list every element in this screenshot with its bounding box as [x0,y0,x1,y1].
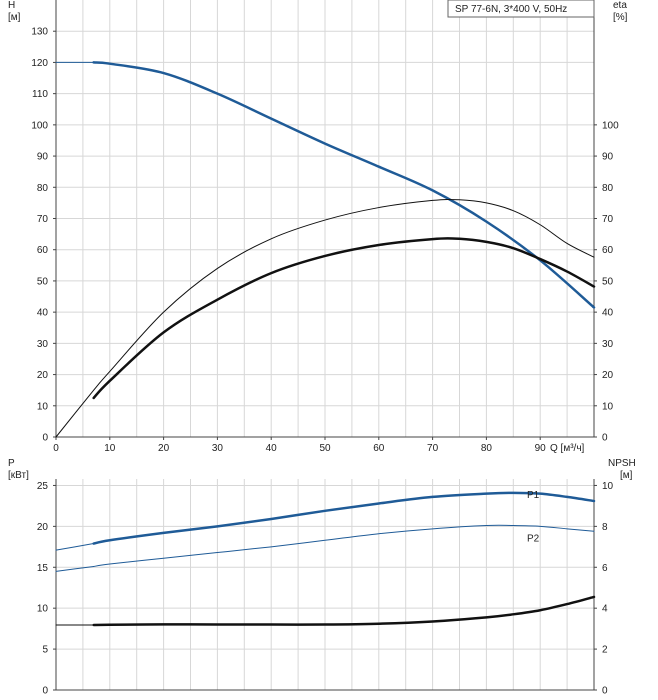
y-tick-label-head: 110 [32,89,48,100]
series-label-p2: P2 [527,533,540,544]
y-tick-label-eta: 20 [602,370,614,381]
curves [55,61,596,627]
x-tick-label: 50 [319,443,331,454]
y-tick-label-head: 60 [37,245,49,256]
x-tick-label: 30 [212,443,224,454]
y-tick-label-head: 100 [31,120,48,131]
y-axis-label-eta: eta [613,0,627,11]
y-tick-label-npsh: 8 [602,522,608,533]
curve-p2-ext [55,565,95,572]
y-tick-label-power: 20 [37,522,49,533]
tick-labels: 0102030405060708090100110120130010203040… [8,0,636,697]
curve-p1-ext [55,543,95,551]
y-tick-label-power: 15 [37,563,49,574]
y-axis-unit-npsh: [м] [620,470,633,481]
y-tick-label-eta: 0 [602,433,608,444]
x-tick-label: 0 [53,443,59,454]
y-tick-label-head: 50 [37,276,49,287]
y-tick-label-head: 20 [37,370,49,381]
y-tick-label-eta: 70 [602,214,614,225]
grid-lines [55,0,595,691]
curve-p2 [93,524,595,567]
y-tick-label-head: 80 [37,183,49,194]
y-axis-label-power: P [8,458,15,469]
info-box: SP 77-6N, 3*400 V, 50Hz [447,0,595,18]
curve-eta-thin [55,198,595,438]
y-tick-label-npsh: 0 [602,686,608,697]
y-tick-label-power: 5 [42,645,48,656]
x-tick-label: 80 [481,443,493,454]
y-tick-label-head: 130 [31,27,48,38]
y-tick-label-head: 70 [37,214,49,225]
y-axis-unit-eta: [%] [613,12,628,23]
y-tick-label-head: 40 [37,308,49,319]
y-tick-label-head: 90 [37,152,49,163]
y-tick-label-head: 120 [31,58,48,69]
y-axis-label-npsh: NPSH [608,458,636,469]
x-tick-label: 60 [373,443,385,454]
series-label-p1: P1 [527,490,540,501]
y-tick-label-head: 10 [37,401,49,412]
curve-eta-thick [92,237,596,400]
y-tick-label-npsh: 2 [602,645,608,656]
y-tick-label-power: 10 [37,604,49,615]
x-tick-label: 90 [535,443,547,454]
y-tick-label-eta: 10 [602,401,614,412]
x-tick-label: 20 [158,443,170,454]
x-tick-label: 70 [427,443,439,454]
axes [53,0,597,691]
y-tick-label-npsh: 10 [602,481,614,492]
y-axis-unit-power: [кВт] [8,470,29,481]
y-tick-label-eta: 60 [602,245,614,256]
y-tick-label-eta: 80 [602,183,614,194]
x-tick-label: 10 [104,443,116,454]
y-tick-label-eta: 90 [602,152,614,163]
y-tick-label-npsh: 6 [602,563,608,574]
y-tick-label-head: 30 [37,339,49,350]
y-axis-label-head: H [8,0,15,11]
x-tick-label: 40 [266,443,278,454]
y-tick-label-eta: 30 [602,339,614,350]
curve-h [92,61,596,309]
y-tick-label-head: 0 [42,433,48,444]
curve-p1 [92,491,596,545]
y-tick-label-eta: 40 [602,308,614,319]
y-tick-label-eta: 100 [602,120,619,131]
y-tick-label-npsh: 4 [602,604,608,615]
info-box-text: SP 77-6N, 3*400 V, 50Hz [455,4,567,15]
y-tick-label-eta: 50 [602,276,614,287]
y-axis-unit-head: [м] [8,12,21,23]
y-tick-label-power: 25 [37,481,49,492]
curve-npsh [92,595,596,627]
y-tick-label-power: 0 [42,686,48,697]
x-axis-label: Q [м³/ч] [550,443,585,454]
